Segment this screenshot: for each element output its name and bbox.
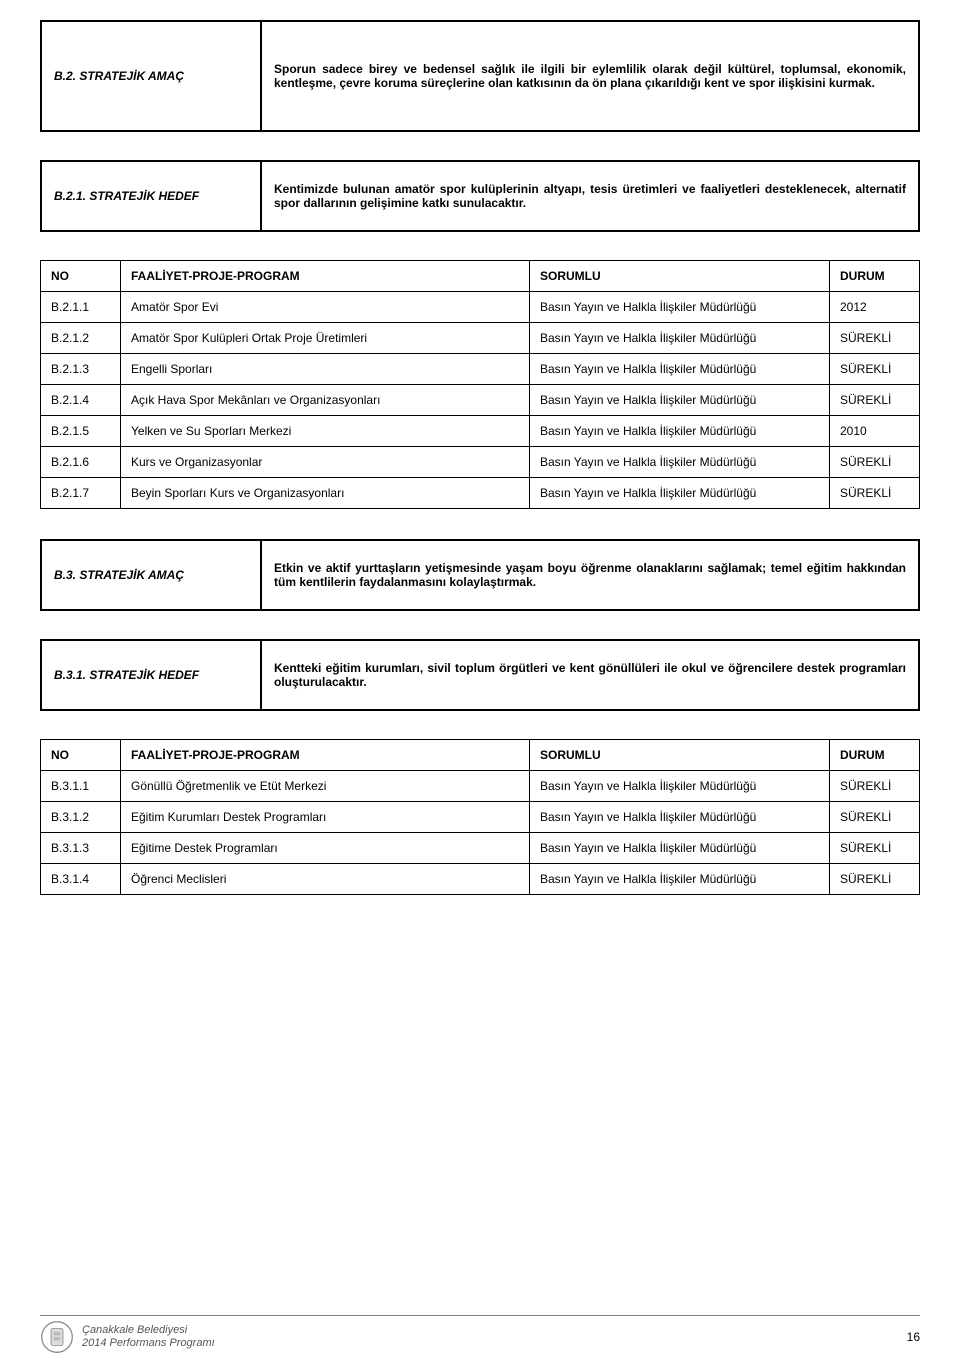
cell-durum: SÜREKLİ bbox=[830, 478, 920, 509]
cell-no: B.3.1.3 bbox=[41, 833, 121, 864]
col-sorumlu-header: SORUMLU bbox=[530, 740, 830, 771]
table-row: B.2.1.4 Açık Hava Spor Mekânları ve Orga… bbox=[41, 385, 920, 416]
block-b31-label: B.3.1. STRATEJİK HEDEF bbox=[41, 640, 261, 710]
cell-prog: Amatör Spor Evi bbox=[121, 292, 530, 323]
cell-sorumlu: Basın Yayın ve Halkla İlişkiler Müdürlüğ… bbox=[530, 478, 830, 509]
cell-durum: 2010 bbox=[830, 416, 920, 447]
cell-no: B.2.1.4 bbox=[41, 385, 121, 416]
page-footer: Çanakkale Belediyesi 2014 Performans Pro… bbox=[40, 1315, 920, 1354]
table-row: B.3.1.2 Eğitim Kurumları Destek Programl… bbox=[41, 802, 920, 833]
cell-durum: 2012 bbox=[830, 292, 920, 323]
cell-sorumlu: Basın Yayın ve Halkla İlişkiler Müdürlüğ… bbox=[530, 864, 830, 895]
table-row: B.2.1.7 Beyin Sporları Kurs ve Organizas… bbox=[41, 478, 920, 509]
table-b31: NO FAALİYET-PROJE-PROGRAM SORUMLU DURUM … bbox=[40, 739, 920, 895]
cell-no: B.2.1.7 bbox=[41, 478, 121, 509]
table-row: B.2.1.2 Amatör Spor Kulüpleri Ortak Proj… bbox=[41, 323, 920, 354]
cell-prog: Eğitime Destek Programları bbox=[121, 833, 530, 864]
block-b31-hedef: B.3.1. STRATEJİK HEDEF Kentteki eğitim k… bbox=[40, 639, 920, 711]
cell-prog: Eğitim Kurumları Destek Programları bbox=[121, 802, 530, 833]
col-no-header: NO bbox=[41, 740, 121, 771]
cell-no: B.2.1.3 bbox=[41, 354, 121, 385]
municipality-logo-icon bbox=[40, 1320, 74, 1354]
footer-text: Çanakkale Belediyesi 2014 Performans Pro… bbox=[82, 1324, 215, 1350]
cell-sorumlu: Basın Yayın ve Halkla İlişkiler Müdürlüğ… bbox=[530, 447, 830, 478]
block-b31-desc: Kentteki eğitim kurumları, sivil toplum … bbox=[261, 640, 919, 710]
block-b3-amac: B.3. STRATEJİK AMAÇ Etkin ve aktif yurtt… bbox=[40, 539, 920, 611]
cell-durum: SÜREKLİ bbox=[830, 802, 920, 833]
cell-prog: Yelken ve Su Sporları Merkezi bbox=[121, 416, 530, 447]
block-b3-label: B.3. STRATEJİK AMAÇ bbox=[41, 540, 261, 610]
cell-no: B.2.1.6 bbox=[41, 447, 121, 478]
table-b21: NO FAALİYET-PROJE-PROGRAM SORUMLU DURUM … bbox=[40, 260, 920, 509]
cell-sorumlu: Basın Yayın ve Halkla İlişkiler Müdürlüğ… bbox=[530, 385, 830, 416]
block-b21-hedef: B.2.1. STRATEJİK HEDEF Kentimizde buluna… bbox=[40, 160, 920, 232]
block-b2-amac: B.2. STRATEJİK AMAÇ Sporun sadece birey … bbox=[40, 20, 920, 132]
cell-no: B.3.1.4 bbox=[41, 864, 121, 895]
cell-sorumlu: Basın Yayın ve Halkla İlişkiler Müdürlüğ… bbox=[530, 323, 830, 354]
cell-sorumlu: Basın Yayın ve Halkla İlişkiler Müdürlüğ… bbox=[530, 833, 830, 864]
cell-prog: Amatör Spor Kulüpleri Ortak Proje Üretim… bbox=[121, 323, 530, 354]
block-b3-desc: Etkin ve aktif yurttaşların yetişmesinde… bbox=[261, 540, 919, 610]
block-b2-label: B.2. STRATEJİK AMAÇ bbox=[41, 21, 261, 131]
footer-doc: 2014 Performans Programı bbox=[82, 1337, 215, 1350]
cell-prog: Kurs ve Organizasyonlar bbox=[121, 447, 530, 478]
table-row: B.3.1.4 Öğrenci Meclisleri Basın Yayın v… bbox=[41, 864, 920, 895]
cell-durum: SÜREKLİ bbox=[830, 385, 920, 416]
cell-sorumlu: Basın Yayın ve Halkla İlişkiler Müdürlüğ… bbox=[530, 802, 830, 833]
cell-sorumlu: Basın Yayın ve Halkla İlişkiler Müdürlüğ… bbox=[530, 771, 830, 802]
table-row: B.3.1.1 Gönüllü Öğretmenlik ve Etüt Merk… bbox=[41, 771, 920, 802]
cell-prog: Öğrenci Meclisleri bbox=[121, 864, 530, 895]
table-row: B.2.1.3 Engelli Sporları Basın Yayın ve … bbox=[41, 354, 920, 385]
cell-sorumlu: Basın Yayın ve Halkla İlişkiler Müdürlüğ… bbox=[530, 416, 830, 447]
block-b2-desc: Sporun sadece birey ve bedensel sağlık i… bbox=[261, 21, 919, 131]
block-b21-desc: Kentimizde bulunan amatör spor kulüpleri… bbox=[261, 161, 919, 231]
table-row: B.2.1.6 Kurs ve Organizasyonlar Basın Ya… bbox=[41, 447, 920, 478]
cell-durum: SÜREKLİ bbox=[830, 447, 920, 478]
block-b21-label: B.2.1. STRATEJİK HEDEF bbox=[41, 161, 261, 231]
cell-durum: SÜREKLİ bbox=[830, 354, 920, 385]
table-header-row: NO FAALİYET-PROJE-PROGRAM SORUMLU DURUM bbox=[41, 740, 920, 771]
table-header-row: NO FAALİYET-PROJE-PROGRAM SORUMLU DURUM bbox=[41, 261, 920, 292]
cell-sorumlu: Basın Yayın ve Halkla İlişkiler Müdürlüğ… bbox=[530, 354, 830, 385]
cell-durum: SÜREKLİ bbox=[830, 833, 920, 864]
footer-org: Çanakkale Belediyesi bbox=[82, 1324, 215, 1337]
footer-left: Çanakkale Belediyesi 2014 Performans Pro… bbox=[40, 1320, 215, 1354]
cell-durum: SÜREKLİ bbox=[830, 323, 920, 354]
cell-no: B.3.1.2 bbox=[41, 802, 121, 833]
col-sorumlu-header: SORUMLU bbox=[530, 261, 830, 292]
table-row: B.3.1.3 Eğitime Destek Programları Basın… bbox=[41, 833, 920, 864]
cell-no: B.3.1.1 bbox=[41, 771, 121, 802]
cell-durum: SÜREKLİ bbox=[830, 864, 920, 895]
table-row: B.2.1.5 Yelken ve Su Sporları Merkezi Ba… bbox=[41, 416, 920, 447]
cell-no: B.2.1.2 bbox=[41, 323, 121, 354]
col-no-header: NO bbox=[41, 261, 121, 292]
cell-durum: SÜREKLİ bbox=[830, 771, 920, 802]
cell-prog: Açık Hava Spor Mekânları ve Organizasyon… bbox=[121, 385, 530, 416]
cell-no: B.2.1.5 bbox=[41, 416, 121, 447]
col-durum-header: DURUM bbox=[830, 740, 920, 771]
cell-prog: Engelli Sporları bbox=[121, 354, 530, 385]
cell-prog: Gönüllü Öğretmenlik ve Etüt Merkezi bbox=[121, 771, 530, 802]
table-row: B.2.1.1 Amatör Spor Evi Basın Yayın ve H… bbox=[41, 292, 920, 323]
col-program-header: FAALİYET-PROJE-PROGRAM bbox=[121, 261, 530, 292]
cell-sorumlu: Basın Yayın ve Halkla İlişkiler Müdürlüğ… bbox=[530, 292, 830, 323]
col-durum-header: DURUM bbox=[830, 261, 920, 292]
cell-prog: Beyin Sporları Kurs ve Organizasyonları bbox=[121, 478, 530, 509]
cell-no: B.2.1.1 bbox=[41, 292, 121, 323]
col-program-header: FAALİYET-PROJE-PROGRAM bbox=[121, 740, 530, 771]
page-number: 16 bbox=[907, 1330, 920, 1344]
